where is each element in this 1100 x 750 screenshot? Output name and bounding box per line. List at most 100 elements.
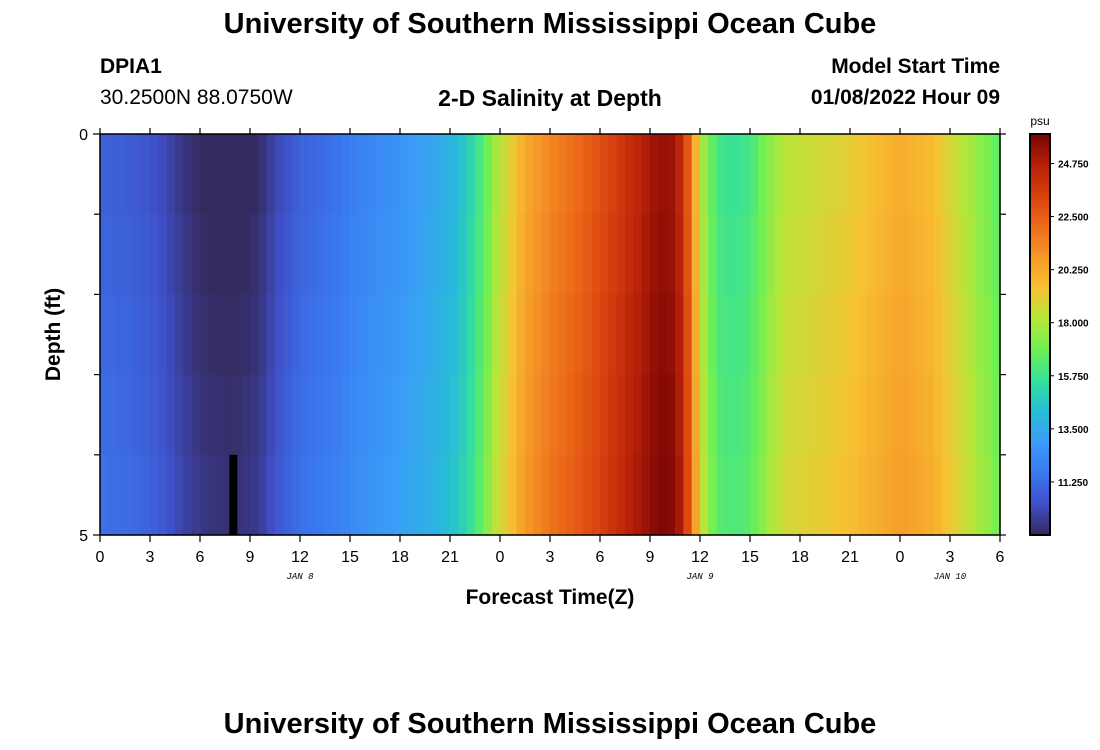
heatmap-cell — [133, 374, 143, 456]
heatmap-cell — [725, 134, 734, 215]
heatmap-cell — [833, 374, 843, 456]
heatmap-cell — [150, 374, 159, 456]
heatmap-cell — [300, 454, 309, 536]
heatmap-cell — [891, 294, 901, 376]
heatmap-cell — [741, 374, 751, 456]
heatmap-cell — [966, 454, 976, 536]
heatmap-cell — [833, 134, 843, 215]
heatmap-cells — [100, 134, 1001, 536]
heatmap-cell — [950, 374, 959, 456]
heatmap-cell — [425, 214, 434, 295]
heatmap-cell — [425, 454, 434, 536]
heatmap-cell — [700, 294, 709, 376]
heatmap-cell — [975, 374, 984, 456]
heatmap-cell — [691, 454, 701, 536]
heatmap-cell — [383, 454, 393, 536]
heatmap-cell — [483, 454, 493, 536]
heatmap-cell — [850, 454, 859, 536]
heatmap-cell — [766, 214, 776, 295]
heatmap-cell — [316, 134, 326, 215]
heatmap-cell — [391, 374, 401, 456]
x-tick-label: 6 — [196, 549, 205, 566]
heatmap-cell — [441, 214, 451, 295]
heatmap-cell — [125, 294, 134, 376]
colorbar-tick-label: 18.000 — [1058, 319, 1089, 330]
heatmap-cell — [575, 374, 584, 456]
station-id: DPIA1 — [100, 55, 162, 78]
heatmap-cell — [683, 294, 693, 376]
heatmap-cell — [283, 374, 293, 456]
heatmap-cell — [175, 454, 184, 536]
heatmap-cell — [266, 214, 276, 295]
heatmap-cell — [858, 134, 868, 215]
heatmap-cell — [825, 294, 834, 376]
heatmap-cell — [958, 454, 968, 536]
marker-layer — [229, 454, 238, 535]
heatmap-cell — [750, 134, 759, 215]
heatmap-cell — [991, 374, 1001, 456]
heatmap-cell — [316, 454, 326, 536]
heatmap-cell — [966, 134, 976, 215]
heatmap-cell — [133, 454, 143, 536]
heatmap-cell — [208, 134, 218, 215]
heatmap-cell — [541, 454, 551, 536]
heatmap-cell — [475, 454, 484, 536]
heatmap-cell — [650, 294, 659, 376]
heatmap-cell — [233, 454, 243, 536]
heatmap-cell — [116, 294, 126, 376]
heatmap-cell — [975, 454, 984, 536]
heatmap-cell — [716, 214, 726, 295]
heatmap-cell — [691, 374, 701, 456]
page-title: University of Southern Mississippi Ocean… — [223, 8, 877, 40]
date-label: JAN 10 — [934, 572, 967, 582]
heatmap-cell — [775, 374, 784, 456]
heatmap-cell — [900, 374, 909, 456]
heatmap-cell — [516, 134, 526, 215]
heatmap-cell — [600, 374, 609, 456]
heatmap-cell — [208, 374, 218, 456]
heatmap-cell — [633, 294, 643, 376]
heatmap-cell — [258, 214, 268, 295]
heatmap-cell — [600, 454, 609, 536]
heatmap-cell — [233, 374, 243, 456]
heatmap-cell — [700, 134, 709, 215]
date-label: JAN 8 — [286, 572, 314, 582]
heatmap-cell — [450, 454, 459, 536]
heatmap-cell — [125, 454, 134, 536]
y-axis-label: Depth (ft) — [42, 288, 65, 381]
heatmap-cell — [808, 454, 818, 536]
heatmap-cell — [958, 294, 968, 376]
heatmap-cell — [750, 374, 759, 456]
heatmap-cell — [600, 294, 609, 376]
heatmap-cell — [275, 294, 284, 376]
heatmap-cell — [866, 374, 876, 456]
heatmap-cell — [791, 454, 801, 536]
heatmap-cell — [591, 454, 601, 536]
y-tick-label: 5 — [79, 528, 88, 545]
heatmap-cell — [100, 214, 109, 295]
heatmap-cell — [700, 214, 709, 295]
heatmap-cell — [875, 374, 884, 456]
x-tick-label: 6 — [596, 549, 605, 566]
heatmap-cell — [425, 374, 434, 456]
heatmap-cell — [391, 454, 401, 536]
heatmap-cell — [225, 374, 234, 456]
heatmap-cell — [866, 294, 876, 376]
heatmap-cell — [641, 294, 651, 376]
heatmap-cell — [325, 214, 334, 295]
heatmap-cell — [991, 214, 1001, 295]
heatmap-cell — [191, 294, 201, 376]
heatmap-cell — [133, 294, 143, 376]
heatmap-cell — [516, 214, 526, 295]
heatmap-cell — [208, 294, 218, 376]
heatmap-cell — [241, 374, 251, 456]
heatmap-cell — [566, 134, 576, 215]
heatmap-cell — [158, 134, 168, 215]
heatmap-cell — [675, 294, 684, 376]
heatmap-cell — [708, 454, 718, 536]
heatmap-cell — [200, 134, 209, 215]
heatmap-cell — [100, 374, 109, 456]
heatmap-cell — [283, 214, 293, 295]
heatmap-cell — [783, 374, 793, 456]
heatmap-cell — [341, 294, 351, 376]
